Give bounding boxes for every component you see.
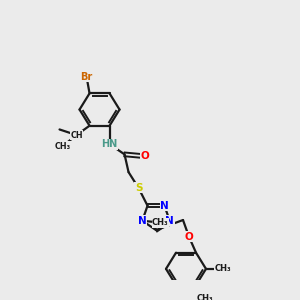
Text: Br: Br [80, 72, 93, 82]
Text: CH₃: CH₃ [152, 218, 169, 227]
Text: CH₃: CH₃ [215, 264, 231, 273]
Text: O: O [140, 151, 149, 161]
Text: S: S [135, 183, 142, 193]
Text: CH₃: CH₃ [196, 294, 213, 300]
Text: CH₃: CH₃ [55, 142, 70, 151]
Text: N: N [138, 216, 147, 226]
Text: HN: HN [101, 139, 118, 149]
Text: CH: CH [70, 130, 83, 140]
Text: N: N [165, 216, 174, 226]
Text: N: N [160, 201, 169, 211]
Text: O: O [184, 232, 194, 242]
